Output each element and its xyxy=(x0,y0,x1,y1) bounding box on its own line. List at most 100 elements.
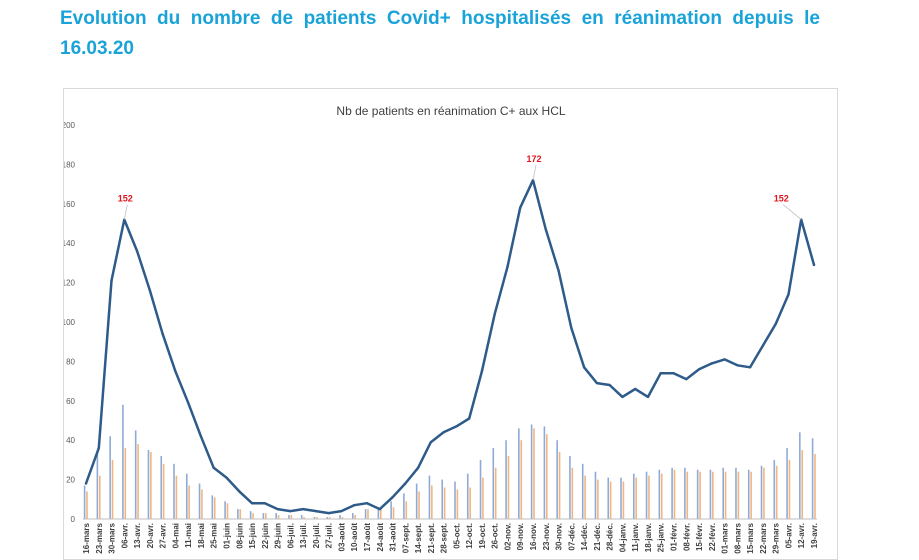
line-series xyxy=(84,178,816,515)
bar xyxy=(403,493,405,519)
x-tick-label: 29-juin xyxy=(274,523,283,549)
data-point xyxy=(480,370,484,373)
bar xyxy=(545,434,548,519)
bar xyxy=(658,469,661,519)
bar xyxy=(364,509,367,519)
x-tick-label: 14-sept. xyxy=(414,523,423,553)
x-tick-label: 23-nov. xyxy=(542,523,551,550)
bar xyxy=(300,515,303,519)
bar xyxy=(290,515,293,519)
x-tick-label: 23-mars xyxy=(95,522,104,553)
data-point xyxy=(327,511,330,515)
bar xyxy=(469,487,471,519)
chart-frame: Nb de patients en réanimation C+ aux HCL… xyxy=(63,88,838,560)
data-point xyxy=(391,496,394,499)
bar xyxy=(724,471,727,519)
bar xyxy=(482,477,484,519)
x-tick-label: 05-oct. xyxy=(452,523,461,549)
x-tick-label: 08-juin xyxy=(235,523,244,549)
bar xyxy=(558,452,561,519)
data-point xyxy=(199,435,203,438)
bar xyxy=(415,483,418,519)
bar xyxy=(288,515,290,519)
x-tick-label: 07-déc. xyxy=(567,523,576,551)
bar xyxy=(520,440,523,519)
bar xyxy=(635,477,637,519)
data-point xyxy=(672,372,675,375)
data-point xyxy=(723,358,726,361)
bar xyxy=(428,475,431,519)
x-tick-label: 22-mars xyxy=(759,522,768,553)
y-tick-label: 180 xyxy=(64,160,76,169)
bar xyxy=(594,471,597,519)
bar xyxy=(211,495,214,519)
x-tick-label: 16-nov. xyxy=(529,523,538,550)
data-point xyxy=(570,326,573,330)
bar xyxy=(456,489,459,519)
data-point xyxy=(186,401,190,404)
data-point xyxy=(340,509,343,513)
x-tick-label: 08-févr. xyxy=(682,523,691,551)
x-tick-label: 06-avr. xyxy=(120,523,129,548)
data-point xyxy=(276,507,279,511)
x-tick-label: 30-nov. xyxy=(555,523,564,550)
bar xyxy=(699,471,701,519)
bar xyxy=(747,469,750,519)
bar xyxy=(431,485,433,519)
data-point xyxy=(314,509,318,513)
data-point xyxy=(608,383,611,387)
data-point xyxy=(519,206,522,209)
bar xyxy=(801,450,804,519)
bar xyxy=(354,515,357,519)
bar xyxy=(98,475,101,519)
bar xyxy=(686,471,689,519)
bar xyxy=(175,475,178,519)
bar xyxy=(226,503,229,519)
data-point xyxy=(467,417,471,420)
bar xyxy=(466,473,469,519)
bar xyxy=(737,471,740,519)
bar xyxy=(722,467,724,519)
data-label: 172 xyxy=(527,154,542,164)
data-point xyxy=(416,466,420,469)
x-tick-label: 14-déc. xyxy=(580,523,589,551)
data-point xyxy=(761,344,765,347)
bar xyxy=(339,515,341,519)
x-tick-label: 28-déc. xyxy=(606,523,615,551)
data-point xyxy=(748,366,752,369)
y-tick-label: 40 xyxy=(66,436,75,445)
bar xyxy=(252,513,254,519)
data-point xyxy=(289,509,292,513)
bar xyxy=(696,469,699,519)
data-point xyxy=(238,490,241,493)
y-tick-label: 120 xyxy=(64,279,76,288)
bar xyxy=(390,501,392,519)
bar xyxy=(303,517,305,519)
x-tick-label: 22-févr. xyxy=(708,523,717,551)
bar xyxy=(147,450,150,519)
bar xyxy=(581,463,584,519)
bar xyxy=(750,471,752,519)
bar xyxy=(597,479,599,519)
bar xyxy=(735,467,737,519)
y-tick-label: 80 xyxy=(66,357,75,366)
x-tick-label: 01-juin xyxy=(222,523,231,549)
bar xyxy=(265,513,267,519)
x-tick-label: 26-oct. xyxy=(491,523,500,549)
bar xyxy=(379,507,382,519)
x-tick-label: 11-janv. xyxy=(631,523,640,552)
x-tick-label: 27-juil. xyxy=(325,523,334,548)
bar xyxy=(648,475,650,519)
x-tick-label: 08-mars xyxy=(733,522,742,553)
bar xyxy=(671,467,673,519)
bar xyxy=(441,479,444,519)
x-tick-label: 15-juin xyxy=(248,523,257,549)
bar xyxy=(620,477,622,519)
bar xyxy=(96,450,99,519)
bar xyxy=(571,467,574,519)
x-tick-label: 04-mai xyxy=(171,523,180,548)
bar xyxy=(173,463,175,519)
x-tick-label: 18-janv. xyxy=(644,523,653,552)
data-label: 152 xyxy=(774,194,789,204)
x-tick-label: 16-mars xyxy=(82,522,91,553)
